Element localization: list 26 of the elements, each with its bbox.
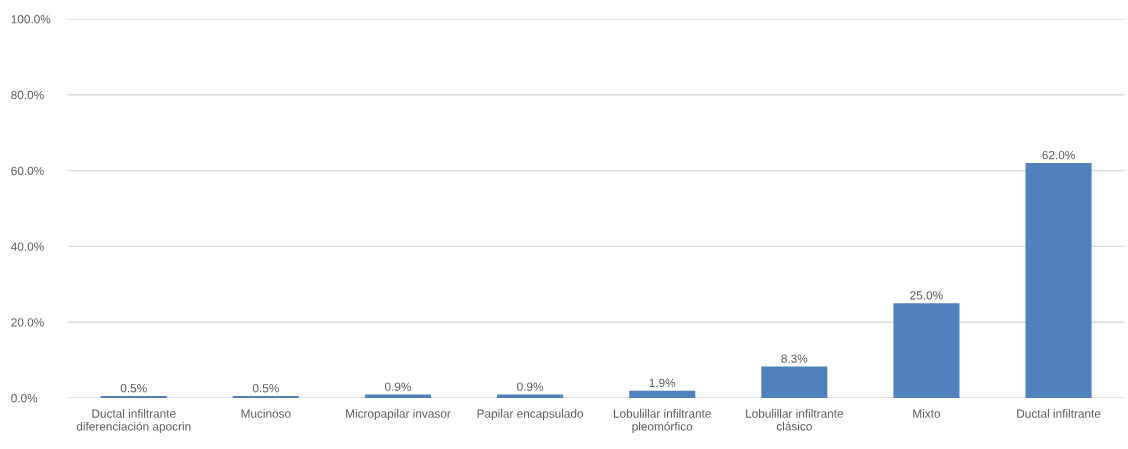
x-tick-label: Lobulillar infiltrante pleomórfico bbox=[613, 409, 711, 433]
data-label: 0.5% bbox=[120, 384, 147, 393]
data-label: 0.5% bbox=[252, 384, 279, 393]
y-tick-label: 40.0% bbox=[11, 242, 44, 251]
x-tick-label: Micropapilar invasor bbox=[346, 409, 451, 421]
y-tick-label: 60.0% bbox=[11, 166, 44, 175]
y-tick-label: 0.0% bbox=[11, 394, 38, 403]
bar bbox=[893, 303, 960, 398]
x-tick-label: Papilar encapsulado bbox=[477, 409, 584, 421]
x-tick-label: Mixto bbox=[913, 409, 941, 418]
x-tick-label: Ductal infiltrante diferenciación apocrin bbox=[76, 409, 191, 433]
x-tick-label: Mucinoso bbox=[241, 409, 291, 418]
data-label: 0.9% bbox=[517, 382, 544, 391]
x-tick-label: Ductal infiltrante bbox=[1017, 409, 1101, 418]
data-label: 8.3% bbox=[781, 354, 808, 363]
x-tick-label: Lobulillar infiltrante clásico bbox=[746, 409, 844, 431]
bar bbox=[761, 366, 828, 398]
data-label: 25.0% bbox=[910, 291, 943, 300]
y-tick-label: 100.0% bbox=[11, 15, 51, 24]
data-label: 0.9% bbox=[384, 382, 412, 391]
data-label: 1.9% bbox=[649, 378, 676, 388]
y-tick-label: 80.0% bbox=[11, 90, 44, 100]
data-label: 62.0% bbox=[1042, 150, 1075, 160]
y-tick-label: 20.0% bbox=[11, 318, 44, 327]
bar bbox=[629, 390, 696, 398]
bar bbox=[1025, 163, 1092, 398]
